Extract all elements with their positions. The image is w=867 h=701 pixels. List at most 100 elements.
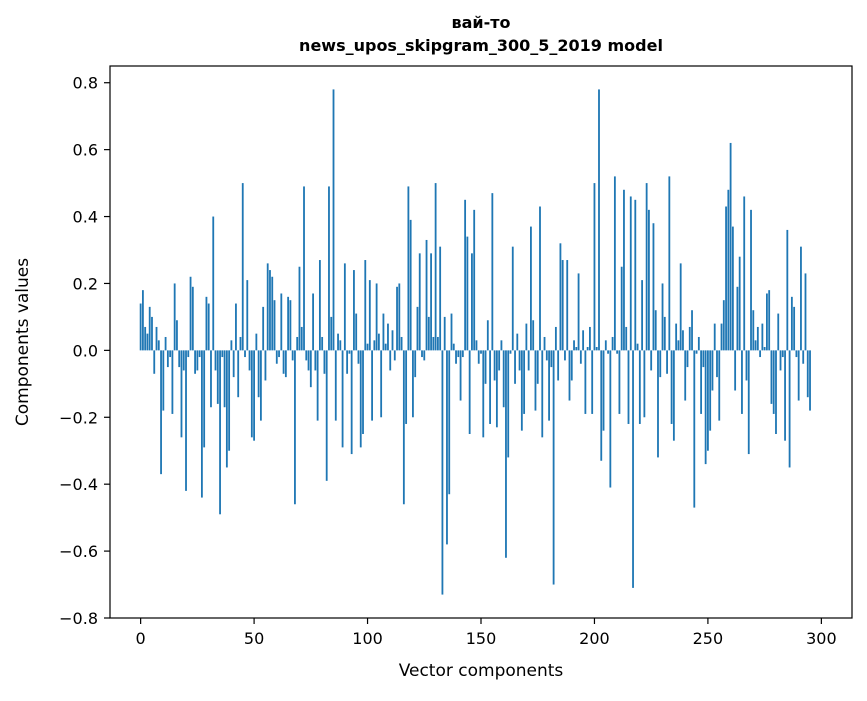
bar-189	[568, 350, 571, 401]
bar-5	[151, 316, 153, 351]
bar-95	[355, 313, 358, 351]
bar-6	[153, 350, 156, 374]
bar-169	[523, 350, 526, 414]
bar-171	[527, 350, 530, 371]
bar-220	[638, 350, 641, 424]
bar-115	[400, 336, 403, 351]
bar-4	[148, 306, 151, 351]
bar-10	[162, 350, 165, 411]
bar-133	[441, 350, 444, 595]
bar-72	[303, 186, 305, 351]
bar-254	[716, 350, 718, 378]
bar-245	[695, 350, 698, 354]
bar-123	[418, 253, 421, 351]
bar-122	[416, 306, 419, 351]
bar-38	[225, 350, 228, 468]
bar-18	[180, 350, 183, 438]
bar-268	[747, 350, 750, 455]
bar-193	[577, 273, 580, 351]
bar-291	[800, 246, 802, 351]
bar-68	[294, 350, 296, 505]
bar-127	[427, 316, 430, 351]
y-tick-label-7: 0.6	[73, 141, 98, 160]
bar-260	[729, 142, 732, 351]
y-tick-label-2: −0.4	[59, 475, 98, 494]
bar-107	[382, 313, 385, 351]
bar-84	[330, 316, 333, 351]
bar-266	[743, 196, 746, 351]
bar-9	[160, 350, 162, 475]
bar-119	[409, 219, 412, 351]
bar-101	[368, 280, 371, 351]
bar-118	[407, 186, 410, 351]
bar-85	[332, 89, 335, 351]
bar-238	[679, 263, 682, 351]
bar-267	[745, 350, 748, 381]
bar-53	[259, 350, 262, 421]
bar-90	[343, 263, 346, 351]
bar-3	[146, 333, 149, 351]
bar-39	[228, 350, 231, 451]
bar-58	[271, 276, 274, 351]
bar-285	[786, 229, 789, 351]
bar-225	[650, 350, 653, 371]
bar-75	[309, 350, 312, 388]
bar-81	[323, 350, 326, 374]
bar-174	[534, 350, 537, 411]
bar-43	[237, 350, 240, 398]
x-tick-label-4: 200	[579, 629, 610, 648]
bar-113	[396, 286, 398, 351]
bar-41	[232, 350, 235, 378]
x-axis-ticks: 0 50 100 150 200 250 300	[136, 618, 837, 648]
bar-251	[709, 350, 712, 431]
bar-258	[725, 206, 727, 351]
bar-86	[334, 350, 337, 421]
bar-203	[600, 350, 603, 461]
bar-160	[502, 350, 505, 408]
x-tick-label-5: 250	[693, 629, 724, 648]
bar-277	[768, 290, 771, 351]
bar-264	[738, 256, 741, 351]
bar-76	[312, 293, 314, 351]
bar-232	[666, 350, 668, 374]
bar-102	[371, 350, 373, 421]
bar-42	[235, 303, 237, 351]
bar-221	[641, 280, 644, 351]
bar-217	[632, 350, 634, 588]
bar-263	[736, 286, 739, 351]
bar-294	[806, 350, 809, 398]
bar-80	[321, 336, 324, 351]
bar-275	[763, 347, 766, 351]
y-tick-label-8: 0.8	[73, 74, 98, 93]
bar-180	[548, 350, 550, 421]
bar-139	[455, 350, 457, 364]
bar-229	[659, 350, 662, 378]
bar-281	[777, 313, 780, 351]
bar-252	[711, 350, 714, 391]
bar-274	[761, 323, 764, 351]
bar-62	[280, 293, 283, 351]
bar-131	[436, 336, 439, 351]
bar-257	[722, 300, 725, 351]
bar-1	[141, 290, 144, 351]
bar-130	[434, 183, 437, 351]
bar-150	[480, 350, 482, 354]
x-axis-label: Vector components	[399, 661, 564, 681]
bar-50	[253, 350, 255, 441]
bar-205	[604, 340, 607, 351]
bar-12	[166, 350, 169, 368]
bar-57	[269, 270, 271, 351]
bar-166	[516, 333, 519, 351]
bar-125	[423, 350, 426, 361]
bar-29	[205, 296, 208, 351]
bar-279	[772, 350, 775, 414]
bar-185	[559, 243, 562, 351]
bar-100	[366, 343, 369, 351]
bar-93	[350, 350, 353, 455]
bar-46	[244, 350, 246, 358]
bar-162	[507, 350, 510, 458]
bar-246	[697, 336, 700, 351]
bar-290	[797, 350, 800, 401]
